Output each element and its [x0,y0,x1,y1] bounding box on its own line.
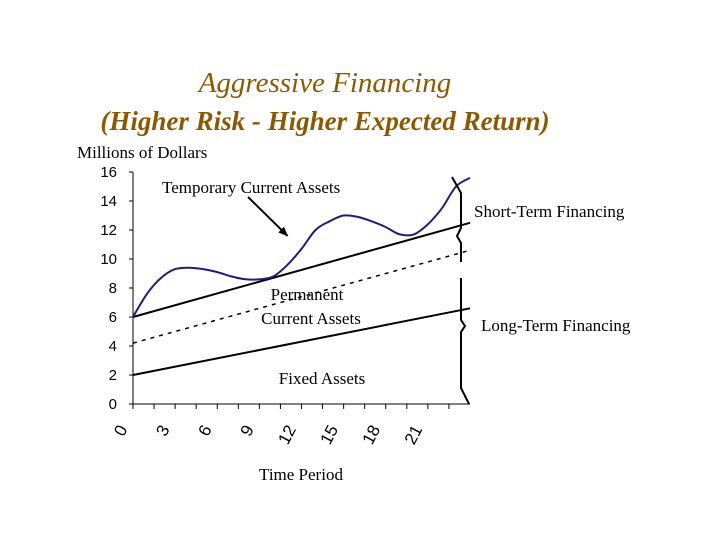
y-axis-ticks: 0 2 4 6 8 10 12 14 16 [100,164,133,413]
x-tick-label: 9 [237,422,258,439]
series-financing-boundary [132,249,471,344]
y-tick-label: 14 [100,193,117,210]
y-tick-label: 8 [109,280,117,297]
short-term-brace [451,176,462,262]
label-temporary-current-assets: Temporary Current Assets [162,178,340,197]
label-current-assets: Current Assets [261,309,361,328]
label-short-term-financing: Short-Term Financing [474,202,625,221]
long-term-brace [460,278,470,405]
y-tick-label: 12 [100,222,117,239]
x-tick-label: 12 [274,422,300,448]
label-fixed-assets: Fixed Assets [279,369,365,388]
x-tick-label: 18 [359,422,385,448]
x-axis-label: Time Period [259,465,343,484]
y-tick-label: 0 [109,396,117,413]
slide-subtitle: (Higher Risk - Higher Expected Return) [100,106,549,136]
x-tick-label: 6 [195,422,216,439]
y-axis-label: Millions of Dollars [77,143,207,162]
x-tick-label: 0 [110,422,131,439]
series-temporary-current-assets [132,176,471,318]
slide-title: Aggressive Financing [197,67,452,99]
x-tick-label: 15 [316,422,342,448]
series-permanent-current-assets [132,221,471,318]
y-tick-label: 16 [100,164,117,181]
x-axis-ticks: 0 3 6 9 12 15 18 21 [110,404,450,448]
label-long-term-financing: Long-Term Financing [481,316,631,335]
temporary-assets-arrow [247,196,289,237]
x-tick-label: 21 [401,422,427,448]
y-tick-label: 10 [100,251,117,268]
series-layer [132,176,471,376]
y-tick-label: 6 [109,309,117,326]
x-tick-label: 3 [152,422,173,439]
series-fixed-assets [132,307,471,376]
y-tick-label: 4 [109,338,117,355]
label-permanent: Permanent [271,285,344,304]
y-tick-label: 2 [109,367,117,384]
